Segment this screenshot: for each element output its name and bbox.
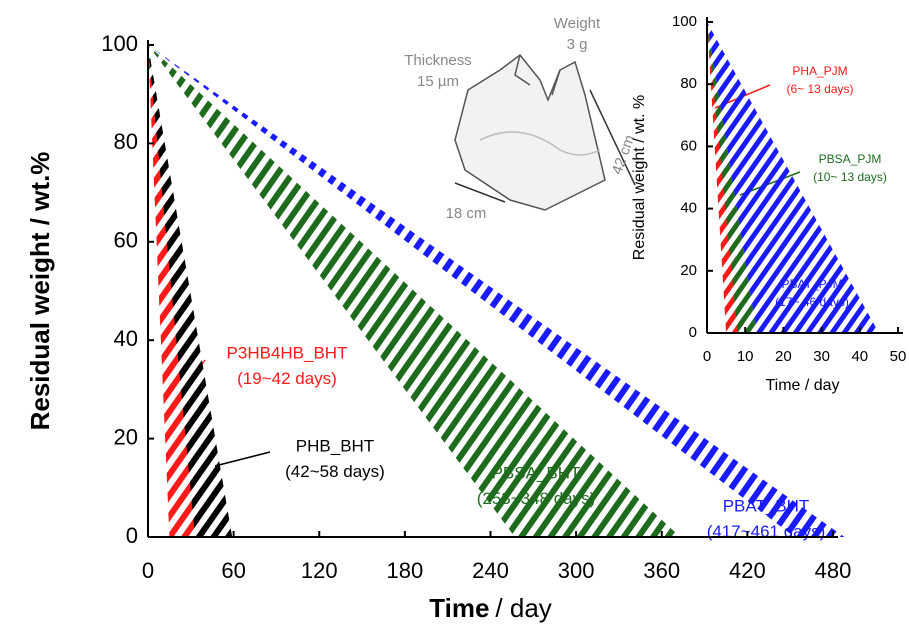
y-axis-label: Residual weight / wt. % bbox=[631, 95, 648, 260]
series-range-label: (42~58 days) bbox=[285, 462, 385, 481]
leader-line bbox=[214, 451, 271, 467]
series-range-label: (19~42 days) bbox=[237, 369, 337, 388]
series-label: PBSA_PJM bbox=[819, 152, 882, 166]
x-axis-label: Time / day bbox=[429, 593, 552, 623]
hatched-area bbox=[707, 22, 879, 333]
bag-annotation: Thickness bbox=[404, 52, 472, 69]
bag-annotation: Weight bbox=[554, 15, 601, 32]
x-tick-label: 360 bbox=[643, 558, 680, 583]
x-tick-label: 120 bbox=[301, 558, 338, 583]
series-range-label: (253~348 days) bbox=[477, 489, 596, 508]
hatched-area bbox=[148, 45, 233, 537]
y-tick-label: 20 bbox=[680, 262, 697, 279]
x-tick-label: 180 bbox=[387, 558, 424, 583]
x-tick-label: 420 bbox=[729, 558, 766, 583]
series-label: PBSA_BHT bbox=[492, 463, 581, 482]
series-range-label: (417~461 days) bbox=[707, 522, 826, 541]
y-tick-label: 60 bbox=[680, 137, 697, 154]
bag-annotation: 15 µm bbox=[417, 73, 459, 90]
charts: P3HB4HB_BHT (19~42 days) PHB_BHT (42~58 day… bbox=[25, 13, 906, 623]
y-tick-label: 80 bbox=[114, 129, 138, 154]
dimension-line bbox=[589, 89, 636, 186]
series-label: PHA_PJM bbox=[792, 64, 847, 78]
x-tick-label: 60 bbox=[221, 558, 245, 583]
x-tick-label: 300 bbox=[558, 558, 595, 583]
series-range-label: (10~ 13 days) bbox=[813, 170, 887, 184]
y-tick-label: 0 bbox=[126, 523, 138, 548]
x-tick-label: 480 bbox=[815, 558, 852, 583]
bag-fold bbox=[479, 131, 601, 156]
y-tick-label: 0 bbox=[689, 324, 697, 341]
y-tick-label: 40 bbox=[680, 200, 697, 217]
x-tick-label: 0 bbox=[703, 348, 711, 365]
x-tick-label: 0 bbox=[142, 558, 154, 583]
x-tick-label: 40 bbox=[851, 348, 868, 365]
x-tick-label: 240 bbox=[472, 558, 509, 583]
series-label: PBAT_BHT bbox=[723, 496, 810, 515]
hatched-area bbox=[148, 45, 845, 537]
y-tick-label: 80 bbox=[680, 75, 697, 92]
series-label: PBAT_PJM bbox=[781, 277, 842, 291]
dimension-line bbox=[454, 182, 506, 203]
x-tick-label: 50 bbox=[890, 348, 907, 365]
y-axis-label: Residual weight / wt.% bbox=[25, 152, 55, 431]
bag-annotation: 18 cm bbox=[446, 205, 487, 222]
x-tick-label: 30 bbox=[813, 348, 830, 365]
series-label: P3HB4HB_BHT bbox=[227, 343, 348, 362]
x-axis-label: Time / day bbox=[765, 377, 839, 394]
x-axis-label-unit: / day bbox=[495, 593, 551, 623]
x-axis-label-bold: Time bbox=[429, 593, 489, 623]
hatched-area bbox=[707, 22, 757, 333]
series-range-label: (17~ 46 days) bbox=[775, 295, 849, 309]
y-tick-label: 100 bbox=[672, 13, 697, 30]
series-range-label: (6~ 13 days) bbox=[786, 82, 853, 96]
series-label: PHB_BHT bbox=[296, 436, 374, 455]
bag-handle bbox=[514, 54, 561, 96]
x-axis-label-unit: Time / day bbox=[765, 377, 839, 394]
hatched-area bbox=[148, 45, 681, 537]
bag-illustration bbox=[454, 53, 636, 211]
bag bbox=[454, 53, 606, 211]
x-tick-label: 10 bbox=[737, 348, 754, 365]
y-tick-label: 100 bbox=[101, 31, 138, 56]
y-tick-label: 20 bbox=[114, 424, 138, 449]
x-tick-label: 20 bbox=[775, 348, 792, 365]
y-tick-label: 60 bbox=[114, 228, 138, 253]
bag-annotation: 3 g bbox=[567, 36, 588, 53]
y-tick-label: 40 bbox=[114, 326, 138, 351]
